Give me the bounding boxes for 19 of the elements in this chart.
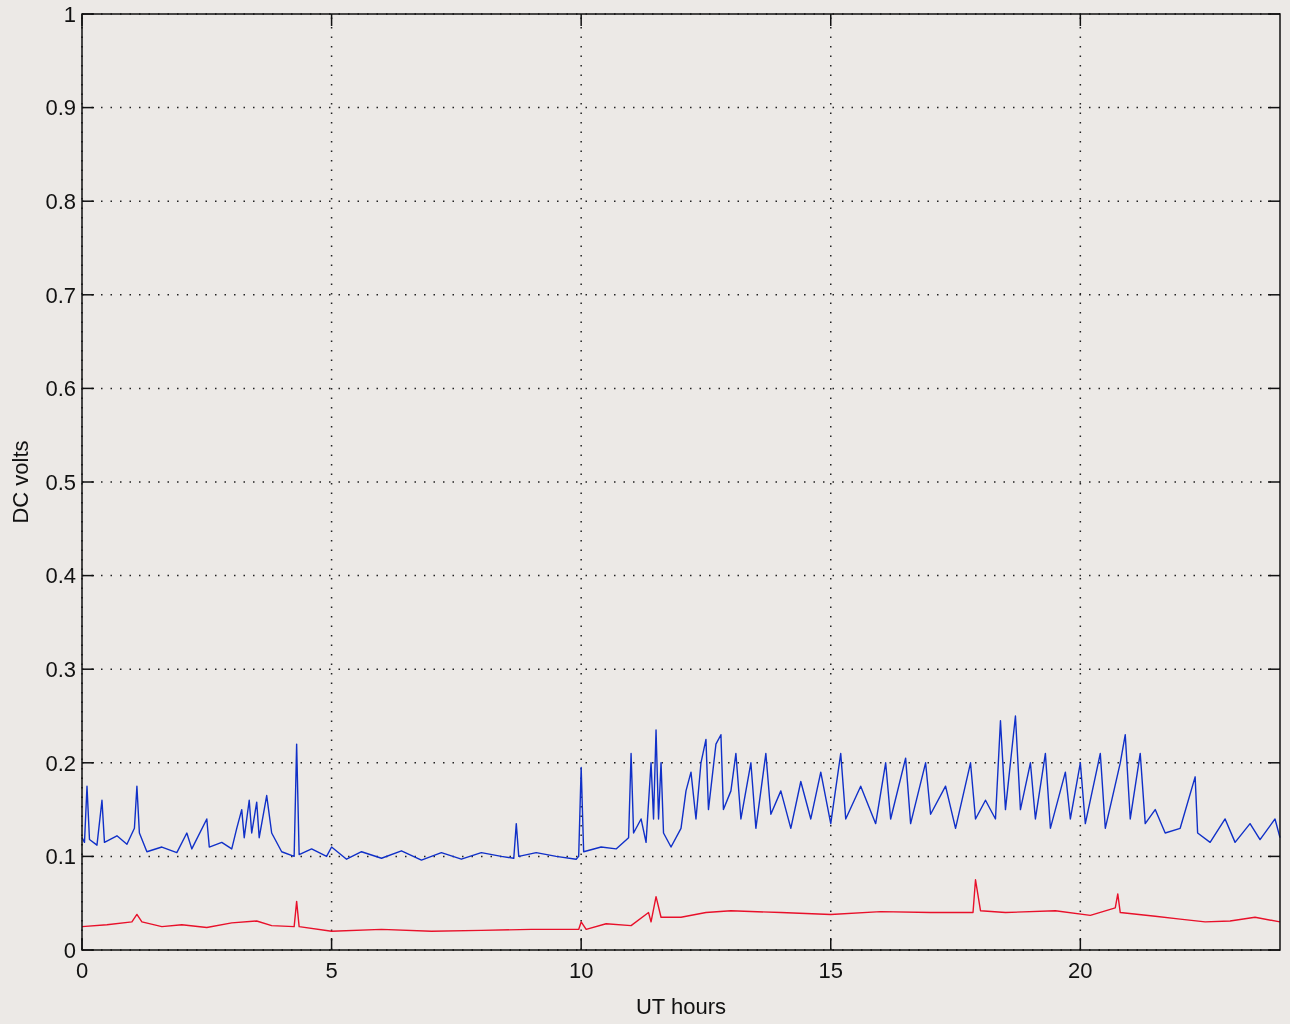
y-tick-label: 1	[63, 1, 76, 27]
y-tick-label: 0.5	[45, 469, 76, 495]
y-tick-label: 0.3	[45, 656, 76, 682]
x-axis-title: UT hours	[635, 994, 727, 1019]
x-tick-label: 10	[568, 958, 594, 983]
y-tick-label: 0	[63, 937, 76, 963]
y-axis-title: DC volts	[8, 440, 33, 524]
y-tick-label: 0.4	[45, 563, 76, 589]
line-series	[81, 879, 1281, 932]
y-tick-label: 0.6	[45, 376, 76, 402]
x-tick-label: 20	[1068, 958, 1093, 983]
y-tick-label: 0.8	[45, 188, 76, 214]
line-series	[81, 715, 1281, 861]
y-tick-label: 0.9	[45, 95, 76, 121]
x-tick-label: 5	[325, 958, 338, 983]
y-tick-label: 0.2	[45, 750, 76, 776]
y-tick-label: 0.1	[45, 844, 76, 870]
y-tick-label: 0.7	[45, 282, 76, 308]
x-tick-label: 15	[818, 958, 843, 983]
